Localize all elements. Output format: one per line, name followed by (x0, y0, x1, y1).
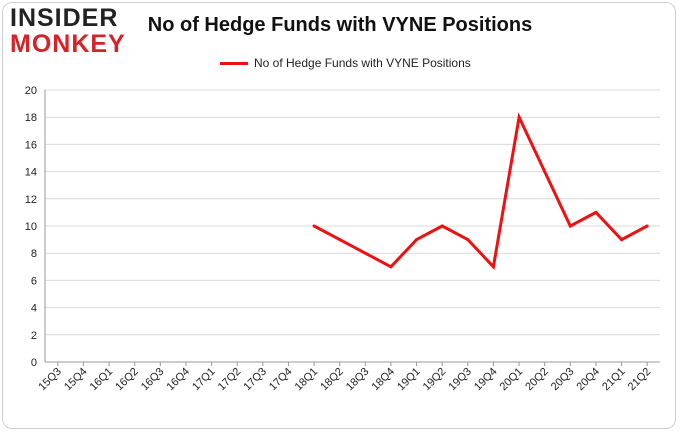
data-point (389, 265, 393, 269)
x-tick-label: 18Q4 (370, 366, 398, 394)
x-tick-label: 16Q4 (165, 366, 193, 394)
data-point (620, 238, 624, 242)
logo-text-insider: INSIDER (10, 4, 119, 32)
x-tick-label: 20Q3 (549, 366, 577, 394)
logo-text-monkey: MONKEY (10, 30, 126, 58)
data-point (568, 224, 572, 228)
x-tick-label: 17Q2 (216, 366, 244, 394)
x-tick-label: 15Q4 (62, 366, 90, 394)
y-tick-label: 10 (25, 221, 37, 233)
y-tick-label: 0 (31, 357, 37, 369)
chart-title: No of Hedge Funds with VYNE Positions (147, 14, 533, 36)
series-line (313, 112, 648, 271)
x-tick-label: 16Q3 (139, 366, 167, 394)
y-tick-label: 6 (31, 275, 37, 287)
y-tick-label: 12 (25, 194, 37, 206)
data-point (517, 115, 521, 119)
insider-monkey-logo: INSIDER MONKEY (10, 6, 130, 58)
x-tick-label: 19Q1 (395, 366, 423, 394)
data-point (466, 238, 470, 242)
x-tick-label: 19Q4 (472, 366, 500, 394)
legend-label: No of Hedge Funds with VYNE Positions (254, 56, 471, 70)
data-point (440, 224, 444, 228)
legend-swatch (220, 61, 248, 65)
y-tick-label: 20 (25, 85, 37, 97)
data-point (491, 265, 495, 269)
x-tick-label: 19Q2 (421, 366, 449, 394)
data-point (594, 210, 598, 214)
data-point (543, 170, 547, 174)
y-tick-label: 18 (25, 112, 37, 124)
x-tick-label: 17Q1 (190, 366, 218, 394)
x-tick-label: 21Q2 (626, 366, 654, 394)
y-tick-label: 8 (31, 248, 37, 260)
x-tick-label: 20Q1 (498, 366, 526, 394)
data-point (363, 251, 367, 255)
data-point (415, 238, 419, 242)
x-tick-label: 20Q2 (523, 366, 551, 394)
y-tick-label: 2 (31, 330, 37, 342)
x-tick-label: 19Q3 (446, 366, 474, 394)
y-tick-label: 14 (25, 167, 37, 179)
x-tick-label: 15Q3 (36, 366, 64, 394)
x-tick-label: 16Q1 (88, 366, 116, 394)
chart-frame (2, 2, 676, 429)
y-tick-label: 4 (31, 303, 37, 315)
x-tick-label: 17Q3 (241, 366, 269, 394)
data-point (338, 238, 342, 242)
x-tick-label: 21Q1 (600, 366, 628, 394)
data-point (312, 224, 316, 228)
x-tick-label: 20Q4 (575, 366, 603, 394)
data-point (645, 224, 649, 228)
x-tick-label: 18Q1 (293, 366, 321, 394)
x-tick-label: 18Q3 (344, 366, 372, 394)
chart-legend: No of Hedge Funds with VYNE Positions (220, 55, 471, 71)
y-tick-label: 16 (25, 139, 37, 151)
x-tick-label: 16Q2 (113, 366, 141, 394)
x-tick-label: 18Q2 (318, 366, 346, 394)
x-tick-label: 17Q4 (267, 366, 295, 394)
